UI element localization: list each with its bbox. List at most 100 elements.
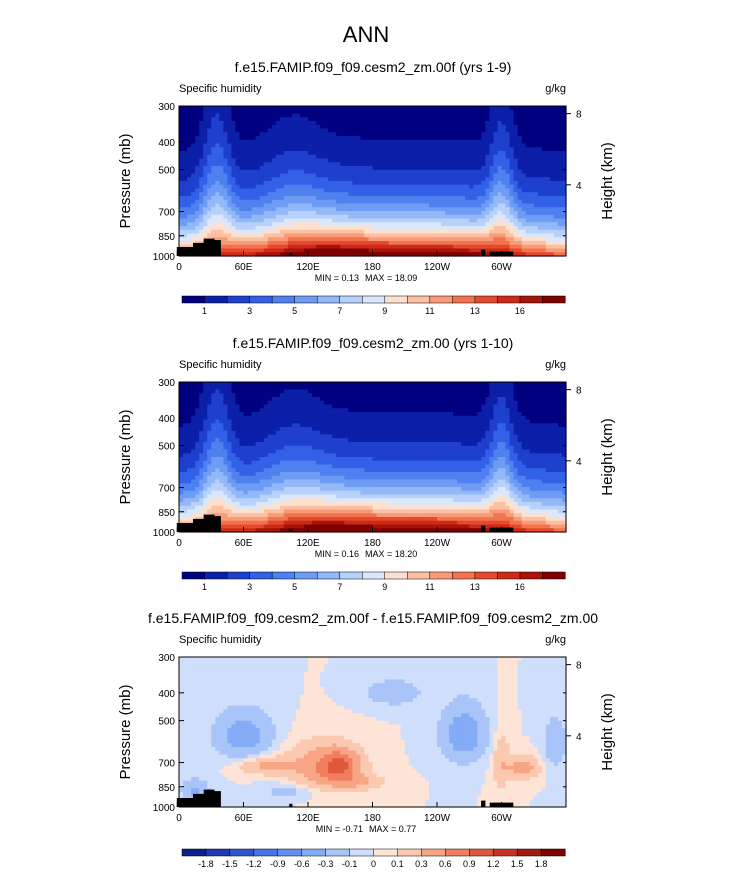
y-tick-label: 300: [158, 102, 175, 113]
colorbar-swatch: [519, 571, 544, 580]
colorbar-swatch: [384, 571, 408, 580]
x-tick-label: 120E: [296, 813, 320, 824]
y2-axis-label: Height (km): [599, 142, 616, 220]
y-tick-label: 1000: [153, 252, 176, 263]
colorbar-swatch: [277, 848, 303, 857]
colorbar-swatch: [384, 295, 408, 304]
y-axis-label: Pressure (mb): [117, 684, 134, 779]
panel-title: f.e15.FAMIP.f09_f09.cesm2_zm.00f (yrs 1-…: [235, 59, 512, 75]
colorbar-swatch: [229, 848, 255, 857]
colorbar-label: 7: [337, 306, 342, 316]
y2-tick-label: 4: [576, 181, 582, 192]
panel-test-run: f.e15.FAMIP.f09_f09.cesm2_zm.00 (yrs 1-1…: [117, 335, 616, 592]
colorbar-swatch: [474, 571, 498, 580]
colorbar-swatch: [349, 848, 375, 857]
x-tick-label: 180: [364, 813, 381, 824]
colorbar-label: 3: [247, 306, 252, 316]
colorbar-label: 9: [382, 306, 387, 316]
min-max-label: MIN = 0.16 MAX = 18.20: [315, 549, 418, 559]
colorbar-swatch: [271, 571, 296, 580]
colorbar-swatch: [253, 848, 279, 857]
colorbar-swatch: [429, 295, 453, 304]
y-tick-label: 500: [158, 717, 175, 728]
x-tick-label: 120E: [296, 262, 320, 273]
colorbar-label: 3: [247, 582, 252, 592]
y2-tick-label: 4: [576, 457, 582, 468]
y2-tick-label: 8: [576, 110, 582, 121]
panel-title: f.e15.FAMIP.f09_f09.cesm2_zm.00f - f.e15…: [148, 610, 598, 626]
x-tick-label: 60E: [235, 813, 253, 824]
colorbar-swatch: [516, 848, 542, 857]
variable-label: Specific humidity: [179, 359, 262, 371]
panel-control-run: f.e15.FAMIP.f09_f09.cesm2_zm.00f (yrs 1-…: [117, 59, 616, 316]
colorbar-swatch: [452, 571, 476, 580]
colorbar-swatch: [492, 848, 518, 857]
units-label: g/kg: [545, 359, 566, 371]
x-tick-label: 0: [176, 262, 182, 273]
colorbar-label: -0.6: [294, 859, 310, 869]
colorbar-swatch: [226, 295, 251, 304]
colorbar-swatch: [361, 571, 386, 580]
colorbar-label: 5: [292, 582, 297, 592]
y-tick-label: 700: [158, 484, 175, 495]
x-tick-label: 60E: [235, 538, 253, 549]
x-tick-label: 120W: [424, 538, 451, 549]
colorbar-swatch: [316, 571, 341, 580]
units-label: g/kg: [545, 83, 566, 95]
colorbar-swatch: [339, 295, 363, 304]
colorbar-swatch: [407, 571, 431, 580]
colorbar-swatch: [204, 571, 228, 580]
colorbar-label: -0.1: [342, 859, 358, 869]
colorbar-label: 9: [382, 582, 387, 592]
colorbar-swatch: [361, 295, 386, 304]
colorbar-swatch: [469, 848, 494, 857]
colorbar-swatch: [540, 848, 566, 857]
y-tick-label: 1000: [153, 803, 176, 814]
variable-label: Specific humidity: [179, 634, 262, 646]
x-tick-label: 60W: [491, 262, 512, 273]
colorbar-swatch: [474, 295, 498, 304]
x-tick-label: 120E: [296, 538, 320, 549]
colorbar-label: -1.2: [246, 859, 262, 869]
colorbar-label: 0.6: [439, 859, 452, 869]
min-max-label: MIN = 0.13 MAX = 18.09: [315, 273, 418, 283]
min-max-label: MIN = -0.71 MAX = 0.77: [316, 824, 417, 834]
y-axis-label: Pressure (mb): [117, 409, 134, 504]
colorbar-swatch: [397, 848, 422, 857]
y-tick-label: 850: [158, 783, 175, 794]
colorbar-swatch: [249, 295, 273, 304]
colorbar-swatch: [181, 295, 206, 304]
colorbar-label: 1.2: [487, 859, 500, 869]
colorbar-swatch: [316, 295, 341, 304]
colorbar-swatch: [407, 295, 431, 304]
colorbar-label: 0: [371, 859, 376, 869]
x-tick-label: 0: [176, 813, 182, 824]
contour-field: [179, 106, 567, 257]
colorbar-swatch: [271, 295, 296, 304]
colorbar-swatch: [181, 571, 206, 580]
y-tick-label: 1000: [153, 528, 176, 539]
y-axis-label: Pressure (mb): [117, 133, 134, 228]
figure-title: ANN: [343, 22, 389, 47]
y-tick-label: 500: [158, 442, 175, 453]
colorbar-label: 13: [470, 582, 480, 592]
y2-tick-label: 8: [576, 386, 582, 397]
x-tick-label: 60W: [491, 538, 512, 549]
colorbar: -1.8 -1.5 -1.2 -0.9 -0.6 -0.3 -0.1 0 0.1 0.3 0.6 0.…: [181, 848, 566, 869]
units-label: g/kg: [545, 634, 566, 646]
colorbar-label: 0.3: [415, 859, 428, 869]
y-tick-label: 400: [158, 414, 175, 425]
colorbar-swatch: [301, 848, 327, 857]
y-tick-label: 700: [158, 208, 175, 219]
variable-label: Specific humidity: [179, 83, 262, 95]
colorbar-swatch: [421, 848, 446, 857]
colorbar-label: 11: [425, 582, 434, 592]
x-tick-label: 180: [364, 538, 381, 549]
y2-axis-label: Height (km): [599, 693, 616, 771]
colorbar-swatch: [181, 848, 207, 857]
y-tick-label: 400: [158, 689, 175, 700]
colorbar-swatch: [497, 571, 521, 580]
panel-difference: f.e15.FAMIP.f09_f09.cesm2_zm.00f - f.e15…: [117, 610, 616, 869]
colorbar-swatch: [294, 571, 318, 580]
